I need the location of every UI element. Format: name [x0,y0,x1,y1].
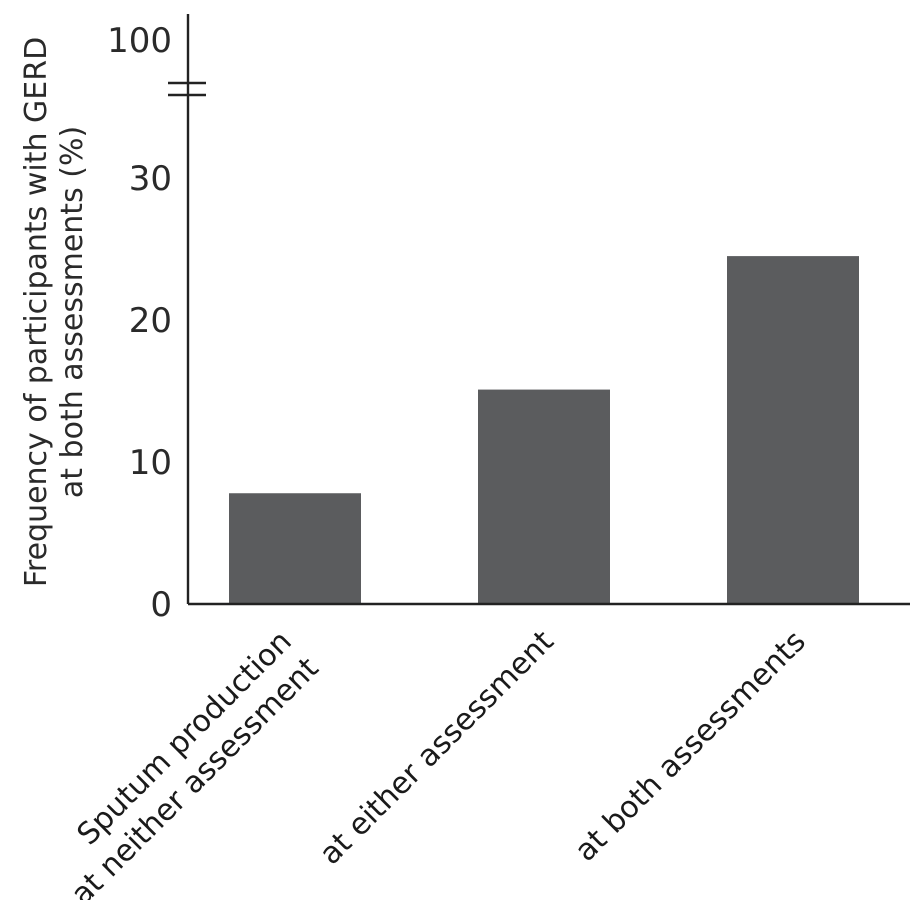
y-tick-label: 20 [129,301,172,341]
bar [727,256,859,604]
y-axis-title-line: at both assessments (%) [55,126,90,498]
bars-group [229,256,859,604]
y-tick-label: 100 [107,21,172,61]
x-category-label: at either assessment [313,624,561,872]
x-category-label-line: at both assessments [568,624,813,869]
x-category-label-line: at either assessment [313,624,561,872]
x-category-labels: Sputum productionat neither assessmentat… [38,624,813,900]
axes-group [168,14,910,606]
y-tick-labels: 0 10 20 30 100 [107,21,172,625]
y-axis-title-line: Frequency of participants with GERD [19,37,54,587]
y-tick-label: 0 [150,585,172,625]
bar [478,389,610,604]
y-tick-label: 30 [129,159,172,199]
bar [229,493,361,604]
x-category-label: at both assessments [568,624,813,869]
y-tick-label: 10 [129,443,172,483]
x-category-label: Sputum productionat neither assessment [38,624,326,900]
x-category-label-line: at neither assessment [64,651,325,900]
y-axis-title: Frequency of participants with GERDat bo… [19,37,90,587]
x-category-label-line: Sputum production [71,624,299,852]
